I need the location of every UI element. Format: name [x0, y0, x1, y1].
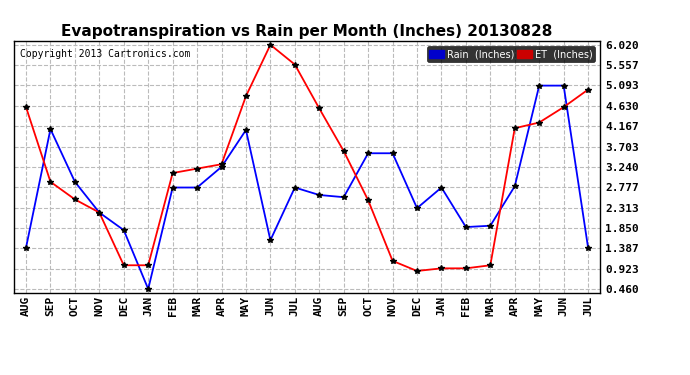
Title: Evapotranspiration vs Rain per Month (Inches) 20130828: Evapotranspiration vs Rain per Month (In… [61, 24, 553, 39]
Text: Copyright 2013 Cartronics.com: Copyright 2013 Cartronics.com [19, 49, 190, 59]
Legend: Rain  (Inches), ET  (Inches): Rain (Inches), ET (Inches) [426, 46, 595, 62]
